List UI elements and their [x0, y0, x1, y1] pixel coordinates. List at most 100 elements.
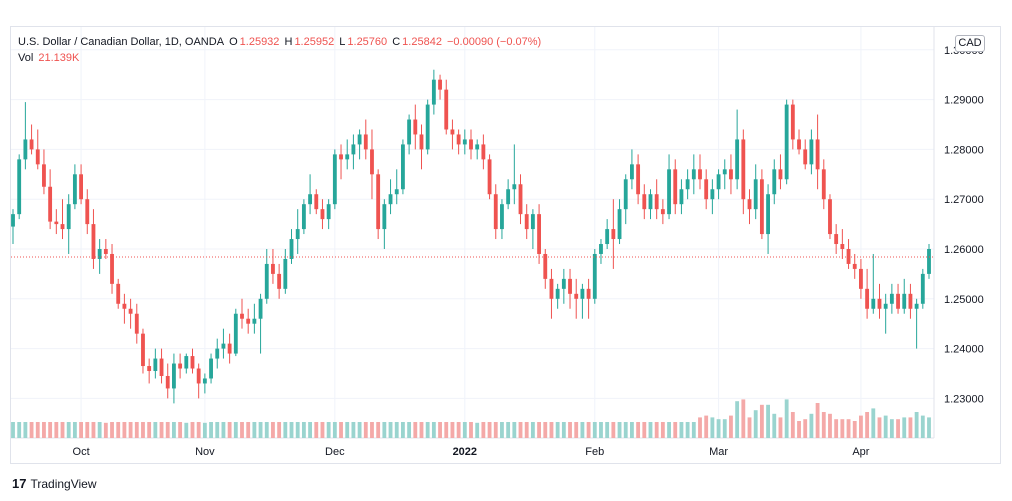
volume-bar: [840, 419, 845, 438]
candle-body: [252, 318, 257, 324]
candle-body: [512, 184, 517, 190]
candle-body: [240, 313, 244, 319]
candle-body: [128, 308, 133, 314]
volume-bar: [766, 404, 770, 438]
candle-body: [357, 134, 362, 145]
volume-bar: [165, 422, 170, 438]
volume-bar: [277, 422, 282, 438]
brand-name: TradingView: [30, 477, 97, 491]
volume-bar: [642, 422, 647, 438]
volume-bar: [549, 422, 554, 438]
volume-bar: [103, 422, 108, 438]
volume-bar: [729, 415, 733, 438]
candle-body: [530, 214, 535, 230]
currency-badge[interactable]: CAD: [955, 35, 985, 52]
candle-body: [413, 119, 418, 135]
volume-bar: [54, 422, 59, 438]
volume-bar: [159, 422, 164, 438]
candle-body: [450, 129, 455, 135]
volume-bar: [153, 422, 158, 438]
candle-body: [17, 159, 22, 215]
volume-bar: [685, 422, 690, 438]
candle-body: [679, 189, 684, 205]
volume-bar: [438, 422, 442, 438]
volume-bar: [599, 422, 603, 438]
candle-body: [704, 179, 709, 200]
candle-body: [840, 244, 845, 249]
volume-bar: [660, 422, 665, 438]
volume-bar: [500, 422, 504, 438]
volume-bar: [809, 413, 814, 438]
volume-bar: [295, 422, 300, 438]
volume-bar: [246, 422, 251, 438]
candle-body: [97, 249, 102, 259]
high-label: H: [284, 36, 293, 48]
volume-bar: [444, 422, 449, 438]
symbol-title: U.S. Dollar / Canadian Dollar, 1D, OANDA: [18, 36, 225, 48]
candle-body: [500, 204, 504, 230]
volume-bar: [648, 422, 653, 438]
candle-body: [42, 164, 46, 187]
volume-bar: [586, 422, 591, 438]
volume-bar: [215, 422, 220, 438]
volume-bar: [184, 422, 189, 438]
volume-bar: [233, 422, 238, 438]
volume-bar: [370, 422, 374, 438]
volume-bar: [134, 422, 139, 438]
volume-bar: [394, 422, 399, 438]
candle-body: [54, 221, 59, 225]
ohlc-legend: U.S. Dollar / Canadian Dollar, 1D, OANDA…: [18, 36, 543, 48]
chart-frame[interactable]: [10, 26, 1001, 464]
volume-bar: [363, 422, 368, 438]
volume-bar: [60, 422, 65, 438]
volume-bar: [481, 422, 486, 438]
candle-body: [617, 209, 622, 240]
volume-bar: [469, 422, 473, 438]
candle-body: [524, 214, 529, 230]
candle-body: [209, 358, 213, 379]
volume-label: Vol: [18, 52, 34, 64]
volume-bar: [23, 422, 28, 438]
volume-bar: [221, 422, 226, 438]
volume-bar: [11, 422, 15, 438]
candle-body: [741, 139, 746, 200]
volume-bar: [320, 422, 325, 438]
volume-bar: [673, 422, 678, 438]
candle-body: [834, 234, 839, 245]
volume-bar: [283, 422, 288, 438]
candle-body: [673, 169, 678, 205]
volume-bar: [574, 422, 579, 438]
candle-body: [85, 199, 90, 225]
y-tick-label: 1.28000: [944, 144, 984, 156]
volume-bar: [716, 419, 721, 438]
volume-value: 21.139K: [38, 52, 80, 64]
change-value: −0.00090 (−0.07%): [447, 36, 542, 48]
y-tick-label: 1.23000: [944, 393, 984, 405]
candle-body: [908, 293, 913, 309]
volume-bar: [202, 422, 207, 438]
candle-body: [753, 179, 758, 210]
volume-bar: [778, 417, 783, 438]
volume-bar: [759, 404, 764, 438]
candle-body: [871, 298, 876, 309]
volume-bar: [351, 422, 356, 438]
candle-body: [630, 164, 634, 180]
candle-body: [264, 263, 269, 299]
candle-body: [592, 253, 597, 299]
volume-bar: [339, 422, 343, 438]
candle-body: [110, 253, 114, 284]
candle-body: [159, 358, 164, 376]
tradingview-brand[interactable]: 17 TradingView: [12, 476, 97, 491]
candle-body: [586, 288, 591, 299]
x-tick-label: Oct: [73, 446, 90, 458]
candle-body: [561, 278, 566, 289]
volume-bar: [506, 422, 511, 438]
candle-body: [444, 89, 449, 130]
candle-body: [345, 154, 350, 160]
volume-bar: [834, 419, 839, 438]
candle-body: [370, 149, 374, 175]
candle-body: [481, 144, 486, 160]
candle-body: [339, 154, 343, 160]
volume-bar: [190, 422, 195, 438]
